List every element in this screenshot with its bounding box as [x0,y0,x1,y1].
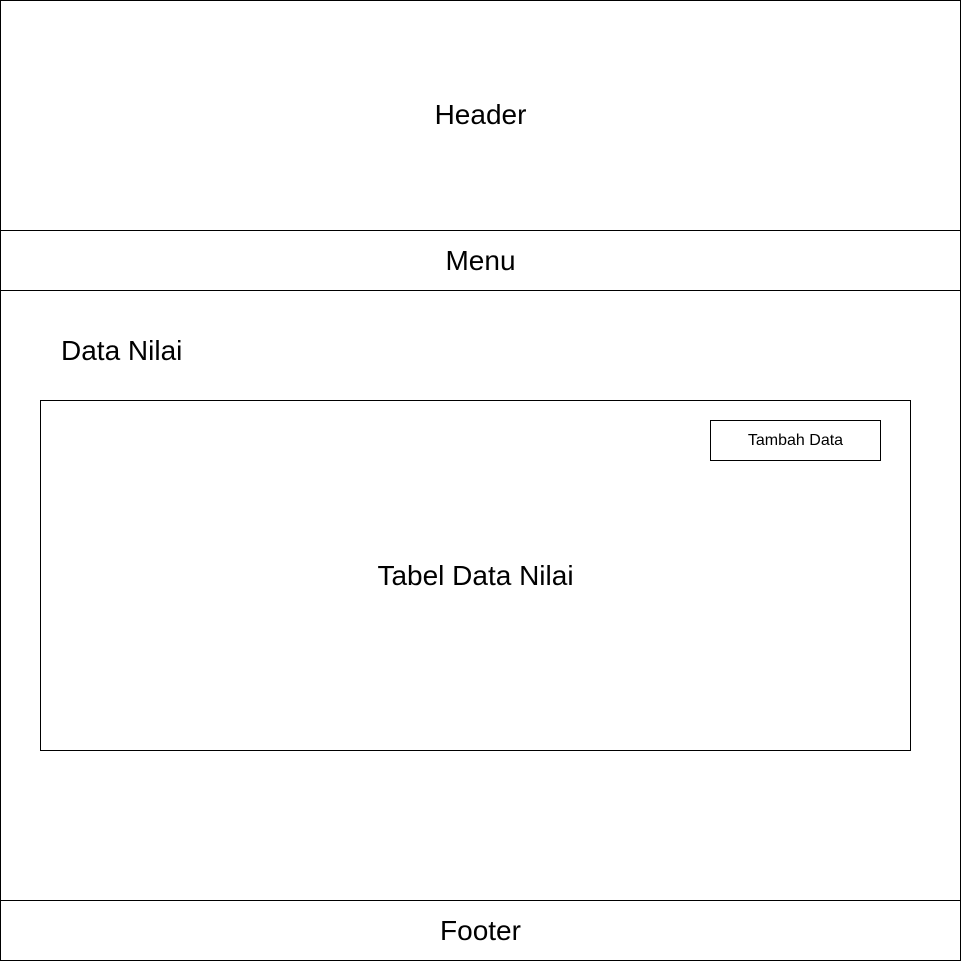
menu-label: Menu [445,244,516,276]
page-title: Data Nilai [61,335,183,366]
footer-section: Footer [0,900,961,961]
table-label: Tabel Data Nilai [377,560,574,591]
header-section: Header [0,0,961,231]
add-data-button[interactable]: Tambah Data [710,420,881,461]
header-label: Header [434,99,527,130]
data-table-placeholder: Tambah Data Tabel Data Nilai [40,400,911,751]
footer-label: Footer [440,915,521,946]
menu-section[interactable]: Menu [0,230,961,291]
